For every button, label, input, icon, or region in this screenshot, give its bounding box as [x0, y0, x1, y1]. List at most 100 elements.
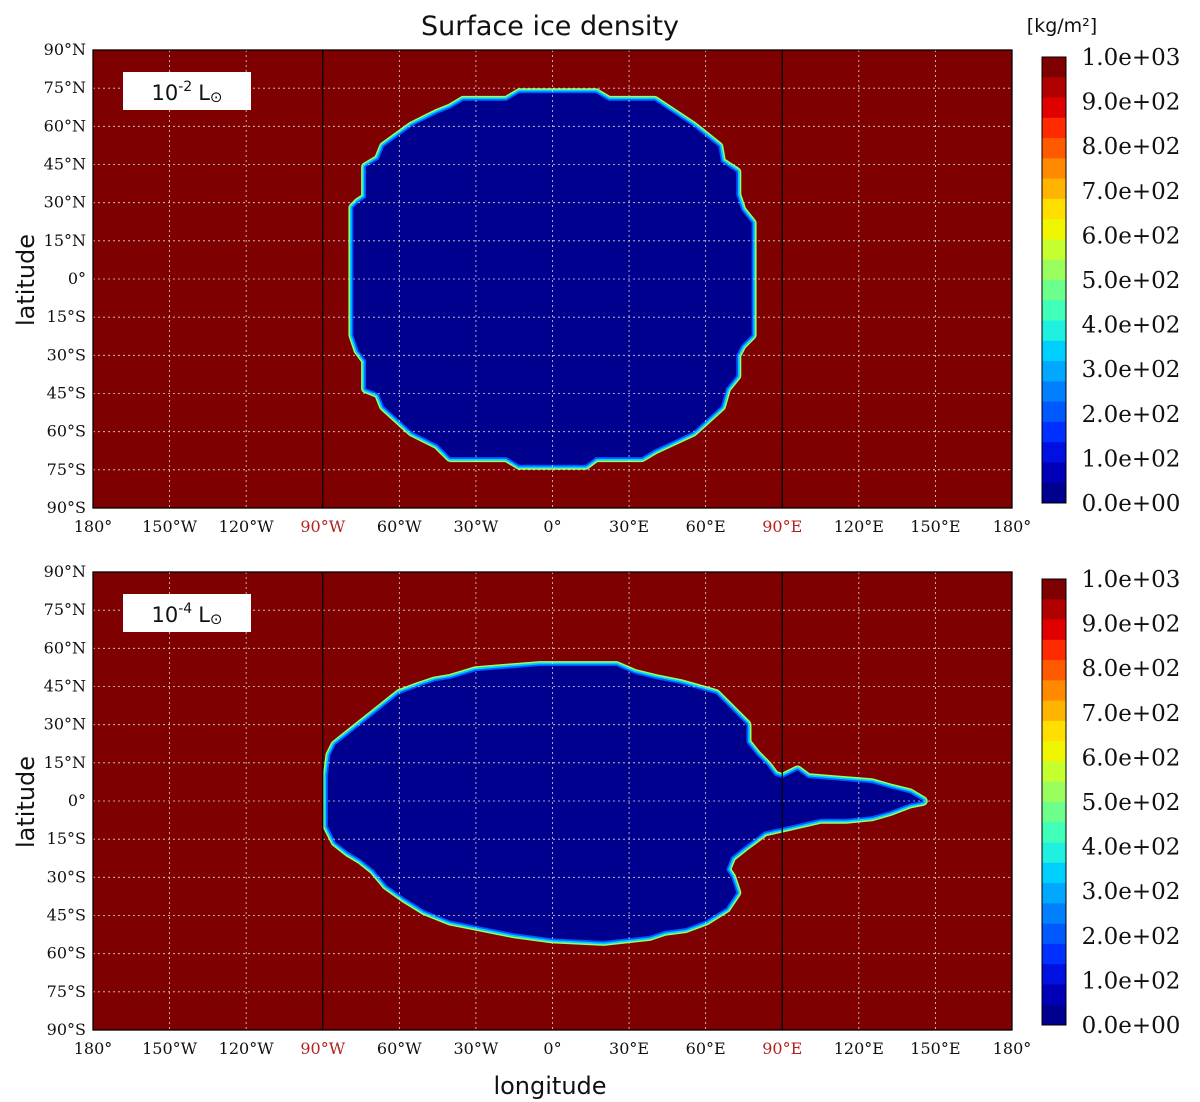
colorbar-frame — [1041, 578, 1067, 1026]
colorbar-tick-label: 7.0e+02 — [1082, 179, 1181, 205]
colorbar-unit-label: [kg/m²] — [1027, 15, 1097, 37]
colorbars: 1.0e+03 9.0e+02 8.0e+02 7.0e+02 6.0e+02 5.0e+… — [1041, 45, 1181, 1039]
colorbar-level — [1042, 1004, 1066, 1026]
y-tick-label: 90°N — [44, 40, 86, 59]
x-tick-label: 60°W — [377, 517, 422, 536]
y-tick-label: 60°S — [47, 944, 86, 963]
y-tick-label: 45°S — [47, 384, 86, 403]
colorbar-tick-label: 2.0e+02 — [1082, 924, 1181, 950]
colorbar-level — [1042, 97, 1066, 119]
y-tick-label: 75°N — [44, 78, 86, 97]
colorbar-tick-label: 1.0e+02 — [1082, 446, 1181, 472]
colorbar-level — [1042, 619, 1066, 641]
colorbar-tick-label: 3.0e+02 — [1082, 879, 1181, 905]
colorbar-tick-label: 5.0e+02 — [1082, 790, 1181, 816]
colorbar-tick-label: 6.0e+02 — [1082, 745, 1181, 771]
colorbar-tick-label: 9.0e+02 — [1082, 612, 1181, 638]
colorbar-level — [1042, 903, 1066, 925]
ice-free-region — [353, 93, 752, 465]
x-tick-label: 120°W — [219, 1039, 275, 1058]
x-tick-label: 150°W — [142, 517, 198, 536]
colorbar-tick-label: 0.0e+00 — [1082, 1013, 1181, 1039]
colorbar-level — [1042, 442, 1066, 463]
colorbar-tick-label: 8.0e+02 — [1082, 656, 1181, 682]
colorbar-level — [1042, 923, 1066, 945]
x-tick-label: 150°E — [910, 1039, 960, 1058]
map-frame — [92, 49, 1013, 509]
y-tick-label: 75°S — [47, 460, 86, 479]
colorbar-level — [1042, 883, 1066, 904]
y-tick-label: 90°S — [47, 1020, 86, 1039]
colorbar-level — [1042, 138, 1066, 159]
colorbar-level — [1042, 280, 1066, 301]
colorbar-level — [1042, 462, 1066, 484]
x-tick-label: 180° — [993, 1039, 1032, 1058]
x-tick-label: 0° — [543, 1039, 561, 1058]
x-tick-label: 90°E — [762, 1039, 802, 1058]
chart-title: Surface ice density — [421, 11, 679, 42]
colorbar-level — [1042, 761, 1066, 783]
x-tick-label: 180° — [993, 517, 1032, 536]
colorbar-level — [1042, 421, 1066, 443]
x-tick-label: 30°W — [454, 1039, 499, 1058]
colorbar-level — [1042, 320, 1066, 342]
x-tick-label: 60°E — [686, 517, 726, 536]
map-panels: 180° 150°W 120°W 90°W 60°W 30°W 0° 30°E 60°E 90°E… — [44, 40, 1032, 1058]
y-tick-label: 15°N — [44, 753, 86, 772]
panel-luminosity-label: 10-2 L⊙ — [152, 79, 223, 106]
y-tick-label: 15°S — [47, 307, 86, 326]
y-tick-label: 60°S — [47, 422, 86, 441]
map-panel-2: 180° 150°W 120°W 90°W 60°W 30°W 0° 30°E 60°E 90°E… — [44, 562, 1032, 1058]
y-tick-label: 60°N — [44, 638, 86, 657]
colorbar-tick-label: 4.0e+02 — [1082, 313, 1181, 339]
x-tick-label: 150°W — [142, 1039, 198, 1058]
colorbar-1: 1.0e+03 9.0e+02 8.0e+02 7.0e+02 6.0e+02 5.0e+… — [1041, 45, 1181, 517]
colorbar-tick-label: 8.0e+02 — [1082, 134, 1181, 160]
colorbar-tick-label: 2.0e+02 — [1082, 402, 1181, 428]
colorbar-tick-label: 3.0e+02 — [1082, 357, 1181, 383]
colorbar-level — [1042, 381, 1066, 403]
colorbar-level — [1042, 361, 1066, 382]
colorbar-tick-label: 4.0e+02 — [1082, 835, 1181, 861]
x-tick-label: 30°W — [454, 517, 499, 536]
y-tick-label: 30°S — [47, 867, 86, 886]
colorbar-level — [1042, 300, 1066, 321]
colorbar-level — [1042, 639, 1066, 661]
y-tick-label: 30°S — [47, 345, 86, 364]
x-tick-label: 90°W — [300, 517, 345, 536]
y-tick-label: 45°N — [44, 677, 86, 696]
colorbar-level — [1042, 802, 1066, 823]
x-tick-label: 60°W — [377, 1039, 422, 1058]
colorbar-level — [1042, 259, 1066, 281]
colorbar-level — [1042, 57, 1066, 78]
x-tick-label: 0° — [543, 517, 561, 536]
colorbar-level — [1042, 77, 1066, 98]
colorbar-tick-label: 0.0e+00 — [1082, 491, 1181, 517]
colorbar-level — [1042, 943, 1066, 965]
panel-luminosity-label: 10-4 L⊙ — [152, 601, 223, 628]
colorbar-level — [1042, 842, 1066, 864]
y-tick-label: 45°S — [47, 906, 86, 925]
x-tick-label: 90°W — [300, 1039, 345, 1058]
y-axis-title-bottom: latitude — [12, 756, 40, 848]
ice-free-region — [327, 666, 923, 941]
colorbar-level — [1042, 964, 1066, 985]
colorbar-level — [1042, 700, 1066, 722]
y-tick-label: 75°N — [44, 600, 86, 619]
colorbar-level — [1042, 599, 1066, 620]
colorbar-level — [1042, 579, 1066, 600]
y-tick-label: 0° — [68, 269, 86, 288]
colorbar-level — [1042, 822, 1066, 843]
panel-label-box — [123, 72, 251, 110]
colorbar-tick-label: 1.0e+02 — [1082, 968, 1181, 994]
x-tick-label: 30°E — [609, 1039, 649, 1058]
x-tick-label: 60°E — [686, 1039, 726, 1058]
y-tick-label: 30°N — [44, 715, 86, 734]
map-panel-1: 180° 150°W 120°W 90°W 60°W 30°W 0° 30°E 60°E 90°E… — [44, 40, 1032, 536]
y-tick-label: 90°N — [44, 562, 86, 581]
colorbar-tick-label: 5.0e+02 — [1082, 268, 1181, 294]
y-tick-label: 45°N — [44, 155, 86, 174]
x-tick-label: 120°E — [834, 517, 884, 536]
colorbar-tick-label: 1.0e+03 — [1082, 45, 1181, 71]
colorbar-level — [1042, 482, 1066, 504]
